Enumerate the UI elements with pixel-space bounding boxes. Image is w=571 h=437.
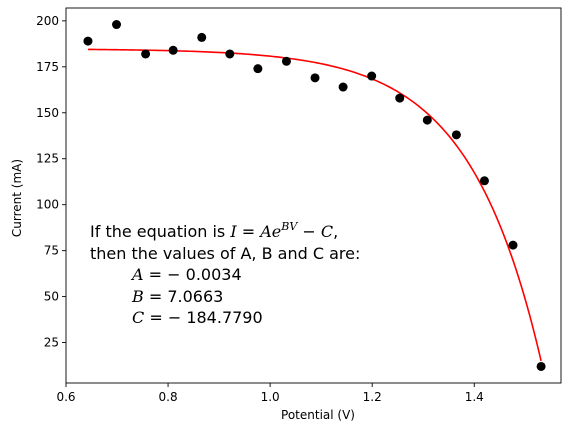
data-point [225, 49, 234, 58]
y-tick-label: 175 [36, 60, 59, 74]
y-tick-label: 75 [44, 244, 59, 258]
annotation-value-c-number: = − 184.7790 [144, 308, 262, 327]
annotation-value-a-number: = − 0.0034 [144, 265, 242, 284]
data-point [141, 49, 150, 58]
x-tick-label: 1.4 [465, 390, 484, 404]
x-tick-label: 0.6 [56, 390, 75, 404]
data-point [480, 176, 489, 185]
data-point [169, 46, 178, 55]
data-point [395, 94, 404, 103]
data-point [112, 20, 121, 29]
y-tick-label: 50 [44, 290, 59, 304]
data-point [423, 116, 432, 125]
data-point [509, 241, 518, 250]
data-point [537, 362, 546, 371]
data-point [197, 33, 206, 42]
y-tick-label: 125 [36, 152, 59, 166]
annotation-value-b-number: = 7.0663 [144, 287, 224, 306]
data-point [83, 37, 92, 46]
annotation-line-1-prefix: If the equation is [90, 222, 230, 241]
data-point [452, 130, 461, 139]
y-axis-label: Current (mA) [10, 159, 24, 237]
annotation-line-1: If the equation is I = AeBV − C, [90, 220, 338, 241]
y-tick-label: 200 [36, 14, 59, 28]
annotation-value-c-symbol: C [132, 308, 144, 327]
annotation-value-b-symbol: B [131, 287, 144, 306]
annotation-value-a-symbol: A [130, 265, 144, 284]
annotation-symbol-ae: Ae [258, 222, 281, 241]
annotation-minus: − [297, 222, 321, 241]
annotation-line-1-suffix: , [333, 222, 338, 241]
annotation-value-b: B = 7.0663 [131, 287, 223, 306]
annotation-exponent-bv: BV [280, 220, 298, 233]
x-tick-label: 1.2 [363, 390, 382, 404]
data-point [253, 64, 262, 73]
data-point [339, 83, 348, 92]
y-tick-label: 150 [36, 106, 59, 120]
x-tick-label: 0.8 [159, 390, 178, 404]
data-point [367, 72, 376, 81]
data-point [311, 73, 320, 82]
annotation-value-a: A = − 0.0034 [130, 265, 242, 284]
annotation-equals: = [237, 222, 261, 241]
annotation-line-2: then the values of A, B and C are: [90, 244, 360, 263]
data-point [282, 57, 291, 66]
annotation-symbol-c: C [321, 222, 333, 241]
y-tick-label: 25 [44, 336, 59, 350]
x-tick-label: 1.0 [261, 390, 280, 404]
x-axis-label: Potential (V) [281, 408, 355, 422]
y-tick-label: 100 [36, 198, 59, 212]
annotation-value-c: C = − 184.7790 [132, 308, 263, 327]
